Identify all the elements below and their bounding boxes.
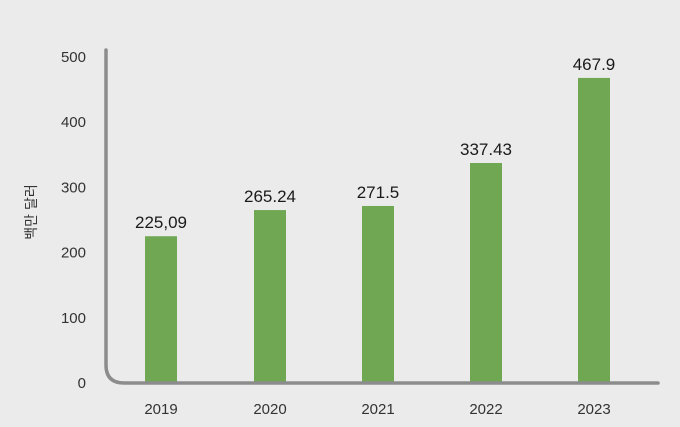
y-tick-labels: 0 100 200 300 400 500 <box>61 49 86 392</box>
y-tick-label: 500 <box>61 49 86 66</box>
bar-2023 <box>578 77 610 382</box>
data-label-2021: 271.5 <box>357 183 400 202</box>
data-label-2019: 225,09 <box>135 213 187 232</box>
y-tick-label: 200 <box>61 245 86 262</box>
x-tick-labels: 2019 2020 2021 2022 2023 <box>144 401 610 418</box>
data-label-2020: 265.24 <box>244 187 296 206</box>
y-tick-label: 300 <box>61 179 86 196</box>
x-tick-label: 2023 <box>577 401 610 418</box>
axis-line <box>104 48 660 385</box>
y-axis-label: 백만 달러 <box>23 184 39 239</box>
data-label-2022: 337.43 <box>460 140 512 159</box>
y-tick-label: 400 <box>61 114 86 131</box>
y-tick-label: 0 <box>78 375 86 392</box>
bar-2022 <box>470 162 502 382</box>
bars <box>145 77 610 382</box>
y-tick-label: 100 <box>61 310 86 327</box>
x-tick-label: 2021 <box>361 401 394 418</box>
x-tick-label: 2020 <box>253 401 286 418</box>
data-label-2023: 467.9 <box>573 55 616 74</box>
bar-2021 <box>362 205 394 382</box>
data-labels: 225,09 265.24 271.5 337.43 467.9 <box>135 55 615 232</box>
bar-2019 <box>145 236 177 382</box>
x-tick-label: 2022 <box>469 401 502 418</box>
x-tick-label: 2019 <box>144 401 177 418</box>
bar-2020 <box>254 210 286 382</box>
